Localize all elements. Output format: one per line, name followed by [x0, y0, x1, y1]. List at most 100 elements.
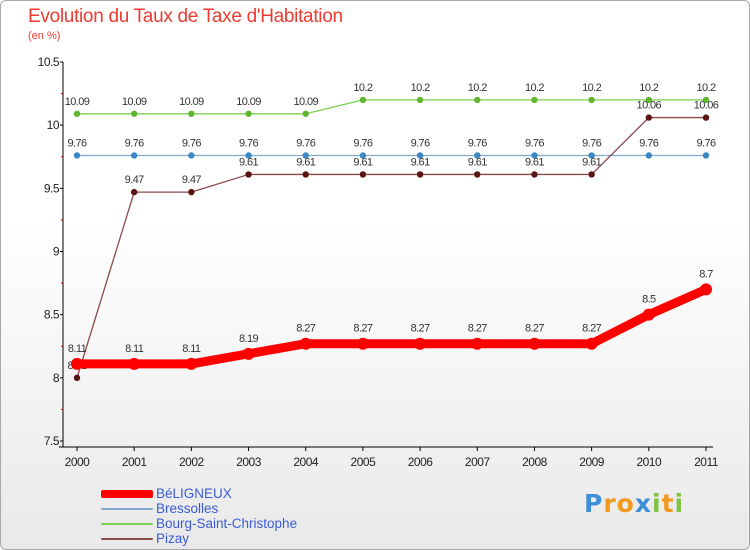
logo-letter: i [652, 489, 662, 518]
legend-swatch [101, 537, 153, 540]
data-label-bourg-saint-christophe: 10.2 [468, 82, 487, 94]
proxiti-logo: Proxiti [584, 489, 684, 518]
x-tick-label: 2002 [179, 455, 205, 469]
data-label-pizay: 9.47 [125, 174, 144, 186]
x-tick-label: 2003 [236, 455, 262, 469]
data-label-pizay: 10.06 [637, 100, 662, 112]
data-point-pizay [302, 171, 309, 178]
data-point-pizay [416, 171, 424, 178]
data-point-pizay [702, 114, 710, 121]
data-point-b-ligneux [471, 337, 484, 350]
data-label-b-ligneux: 8.5 [642, 294, 656, 306]
data-label-pizay: 9.61 [411, 156, 430, 168]
data-label-pizay: 9.61 [525, 156, 544, 168]
legend-swatch [101, 507, 153, 510]
data-label-bourg-saint-christophe: 10.09 [179, 96, 204, 108]
data-point-b-ligneux [356, 337, 369, 350]
data-point-pizay [645, 114, 653, 121]
logo-letter: x [634, 489, 652, 518]
x-tick-label: 2011 [694, 455, 719, 469]
data-label-bourg-saint-christophe: 10.09 [122, 96, 147, 108]
data-label-pizay: 9.61 [239, 156, 258, 168]
data-point-bressolles [73, 152, 81, 159]
data-label-bourg-saint-christophe: 10.2 [353, 82, 372, 94]
y-tick-label: 9 [53, 245, 60, 259]
data-label-b-ligneux: 8.11 [182, 343, 201, 355]
data-point-bressolles [702, 152, 710, 159]
data-label-bressolles: 9.76 [182, 137, 201, 149]
data-label-b-ligneux: 8.27 [296, 323, 315, 335]
legend-swatch [101, 489, 153, 498]
data-point-bourg-saint-christophe [645, 96, 653, 104]
x-tick-label: 2004 [293, 455, 319, 469]
x-tick-label: 2007 [465, 455, 491, 469]
data-label-bressolles: 9.76 [639, 137, 658, 149]
data-point-bressolles [130, 152, 138, 159]
data-label-b-ligneux: 8.7 [699, 268, 713, 280]
legend-item: Bressolles [101, 501, 297, 516]
legend-label: Bressolles [156, 501, 219, 516]
data-point-pizay [73, 374, 81, 382]
data-point-b-ligneux [585, 337, 598, 350]
data-label-bourg-saint-christophe: 10.2 [582, 82, 601, 94]
legend-item: BéLIGNEUX [101, 486, 297, 501]
data-point-bourg-saint-christophe [73, 110, 81, 117]
data-label-pizay: 9.61 [582, 156, 601, 168]
data-label-bressolles: 9.76 [353, 137, 372, 149]
data-label-pizay: 10.06 [694, 100, 719, 112]
data-point-bressolles [302, 152, 309, 159]
x-tick-label: 2001 [122, 455, 148, 469]
x-tick-label: 2009 [579, 455, 605, 469]
data-point-b-ligneux [700, 283, 712, 296]
logo-letter: P [584, 489, 604, 518]
logo-letter: i [674, 489, 685, 518]
data-label-bourg-saint-christophe: 10.2 [525, 82, 544, 94]
data-point-pizay [130, 188, 138, 196]
data-point-bourg-saint-christophe [474, 96, 481, 104]
data-label-pizay: 9.61 [353, 156, 372, 168]
data-label-b-ligneux: 8.11 [125, 343, 144, 355]
logo-letter: o [616, 489, 635, 518]
data-point-bourg-saint-christophe [245, 110, 252, 117]
y-tick-label: 9.5 [44, 181, 60, 195]
data-point-pizay [245, 171, 252, 178]
data-label-bressolles: 9.76 [582, 137, 601, 149]
data-label-bourg-saint-christophe: 10.09 [236, 96, 261, 108]
data-point-bressolles [474, 152, 481, 159]
data-label-b-ligneux: 8.27 [582, 323, 601, 335]
legend-label: BéLIGNEUX [156, 486, 232, 501]
data-point-b-ligneux [528, 337, 541, 350]
y-tick-label: 8.5 [44, 308, 60, 322]
series-line-b-ligneux [72, 284, 711, 369]
data-label-bressolles: 9.76 [468, 137, 487, 149]
data-label-pizay: 9.61 [468, 156, 487, 168]
data-point-b-ligneux [299, 337, 312, 350]
data-label-b-ligneux: 8.27 [411, 323, 430, 335]
data-point-bressolles [531, 152, 538, 159]
x-tick-label: 2000 [65, 455, 91, 469]
data-label-bressolles: 9.76 [239, 137, 258, 149]
data-point-b-ligneux [128, 357, 141, 370]
legend-item: Pizay [101, 531, 297, 546]
chart-title: Evolution du Taux de Taxe d'Habitation [28, 6, 343, 27]
data-label-bourg-saint-christophe: 10.09 [293, 96, 318, 108]
data-point-bourg-saint-christophe [702, 96, 710, 104]
legend-item: Bourg-Saint-Christophe [101, 516, 297, 531]
data-point-bourg-saint-christophe [359, 96, 367, 104]
legend-swatch [101, 522, 153, 525]
data-point-pizay [188, 188, 195, 196]
data-point-bourg-saint-christophe [588, 96, 595, 104]
y-tick-label: 7.5 [44, 434, 60, 448]
data-point-b-ligneux [185, 357, 198, 370]
data-label-pizay: 9.47 [182, 174, 201, 186]
data-point-b-ligneux [242, 347, 255, 360]
data-label-pizay: 9.61 [296, 156, 315, 168]
data-point-bressolles [416, 152, 424, 159]
data-label-bourg-saint-christophe: 10.2 [639, 82, 658, 94]
data-label-bressolles: 9.76 [67, 137, 86, 149]
data-point-b-ligneux [71, 357, 83, 370]
data-point-bourg-saint-christophe [416, 96, 424, 104]
data-point-bourg-saint-christophe [130, 110, 138, 117]
